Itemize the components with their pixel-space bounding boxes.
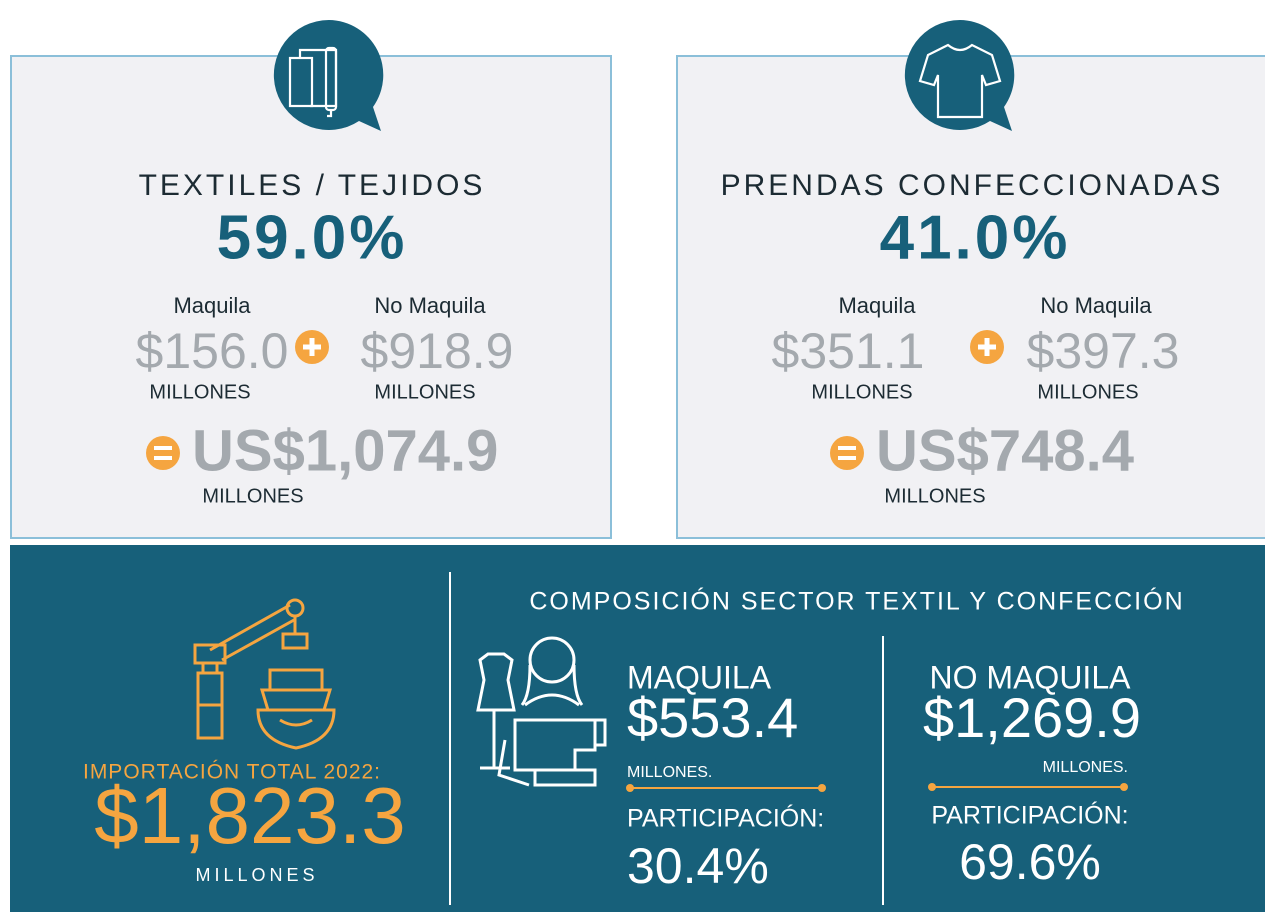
group-share: 30.4%	[627, 838, 769, 894]
share-label: PARTICIPACIÓN:	[931, 801, 1128, 830]
maquila-label: Maquila	[173, 293, 251, 318]
maquila-unit: MILLONES	[811, 381, 912, 403]
total-unit: MILLONES	[884, 485, 985, 507]
no-maquila-value: $397.3	[1027, 323, 1180, 379]
card-title: TEXTILES / TEJIDOS	[139, 169, 486, 202]
equals-icon	[830, 436, 864, 470]
no-maquila-value: $918.9	[361, 323, 514, 379]
page: TEXTILES / TEJIDOS 59.0% Maquila $156.0 …	[0, 0, 1265, 912]
card-share: 41.0%	[880, 203, 1071, 272]
no-maquila-label: No Maquila	[374, 293, 486, 318]
group-unit: MILLONES.	[1043, 759, 1128, 776]
group-unit: MILLONES.	[627, 764, 712, 781]
total-unit: MILLONES	[202, 485, 303, 507]
maquila-value: $156.0	[136, 323, 289, 379]
maquila-unit: MILLONES	[149, 381, 250, 403]
no-maquila-label: No Maquila	[1040, 293, 1152, 318]
share-label: PARTICIPACIÓN:	[627, 804, 824, 833]
group-value: $1,269.9	[923, 686, 1141, 749]
total-value: US$1,074.9	[192, 418, 498, 483]
maquila-value: $351.1	[772, 323, 925, 379]
plus-icon	[295, 330, 329, 364]
group-share: 69.6%	[959, 834, 1101, 890]
group-value: $553.4	[627, 686, 798, 749]
summary-value: $1,823.3	[94, 771, 405, 860]
card-title: PRENDAS CONFECCIONADAS	[721, 169, 1224, 202]
maquila-label: Maquila	[838, 293, 916, 318]
card-share: 59.0%	[217, 203, 408, 272]
summary-unit: MILLONES	[195, 865, 318, 885]
plus-icon	[970, 330, 1004, 364]
no-maquila-unit: MILLONES	[1037, 381, 1138, 403]
no-maquila-unit: MILLONES	[374, 381, 475, 403]
equals-icon	[146, 436, 180, 470]
infographic: TEXTILES / TEJIDOS 59.0% Maquila $156.0 …	[0, 0, 1265, 912]
composition-title: COMPOSICIÓN SECTOR TEXTIL Y CONFECCIÓN	[529, 587, 1184, 616]
total-value: US$748.4	[876, 418, 1134, 483]
